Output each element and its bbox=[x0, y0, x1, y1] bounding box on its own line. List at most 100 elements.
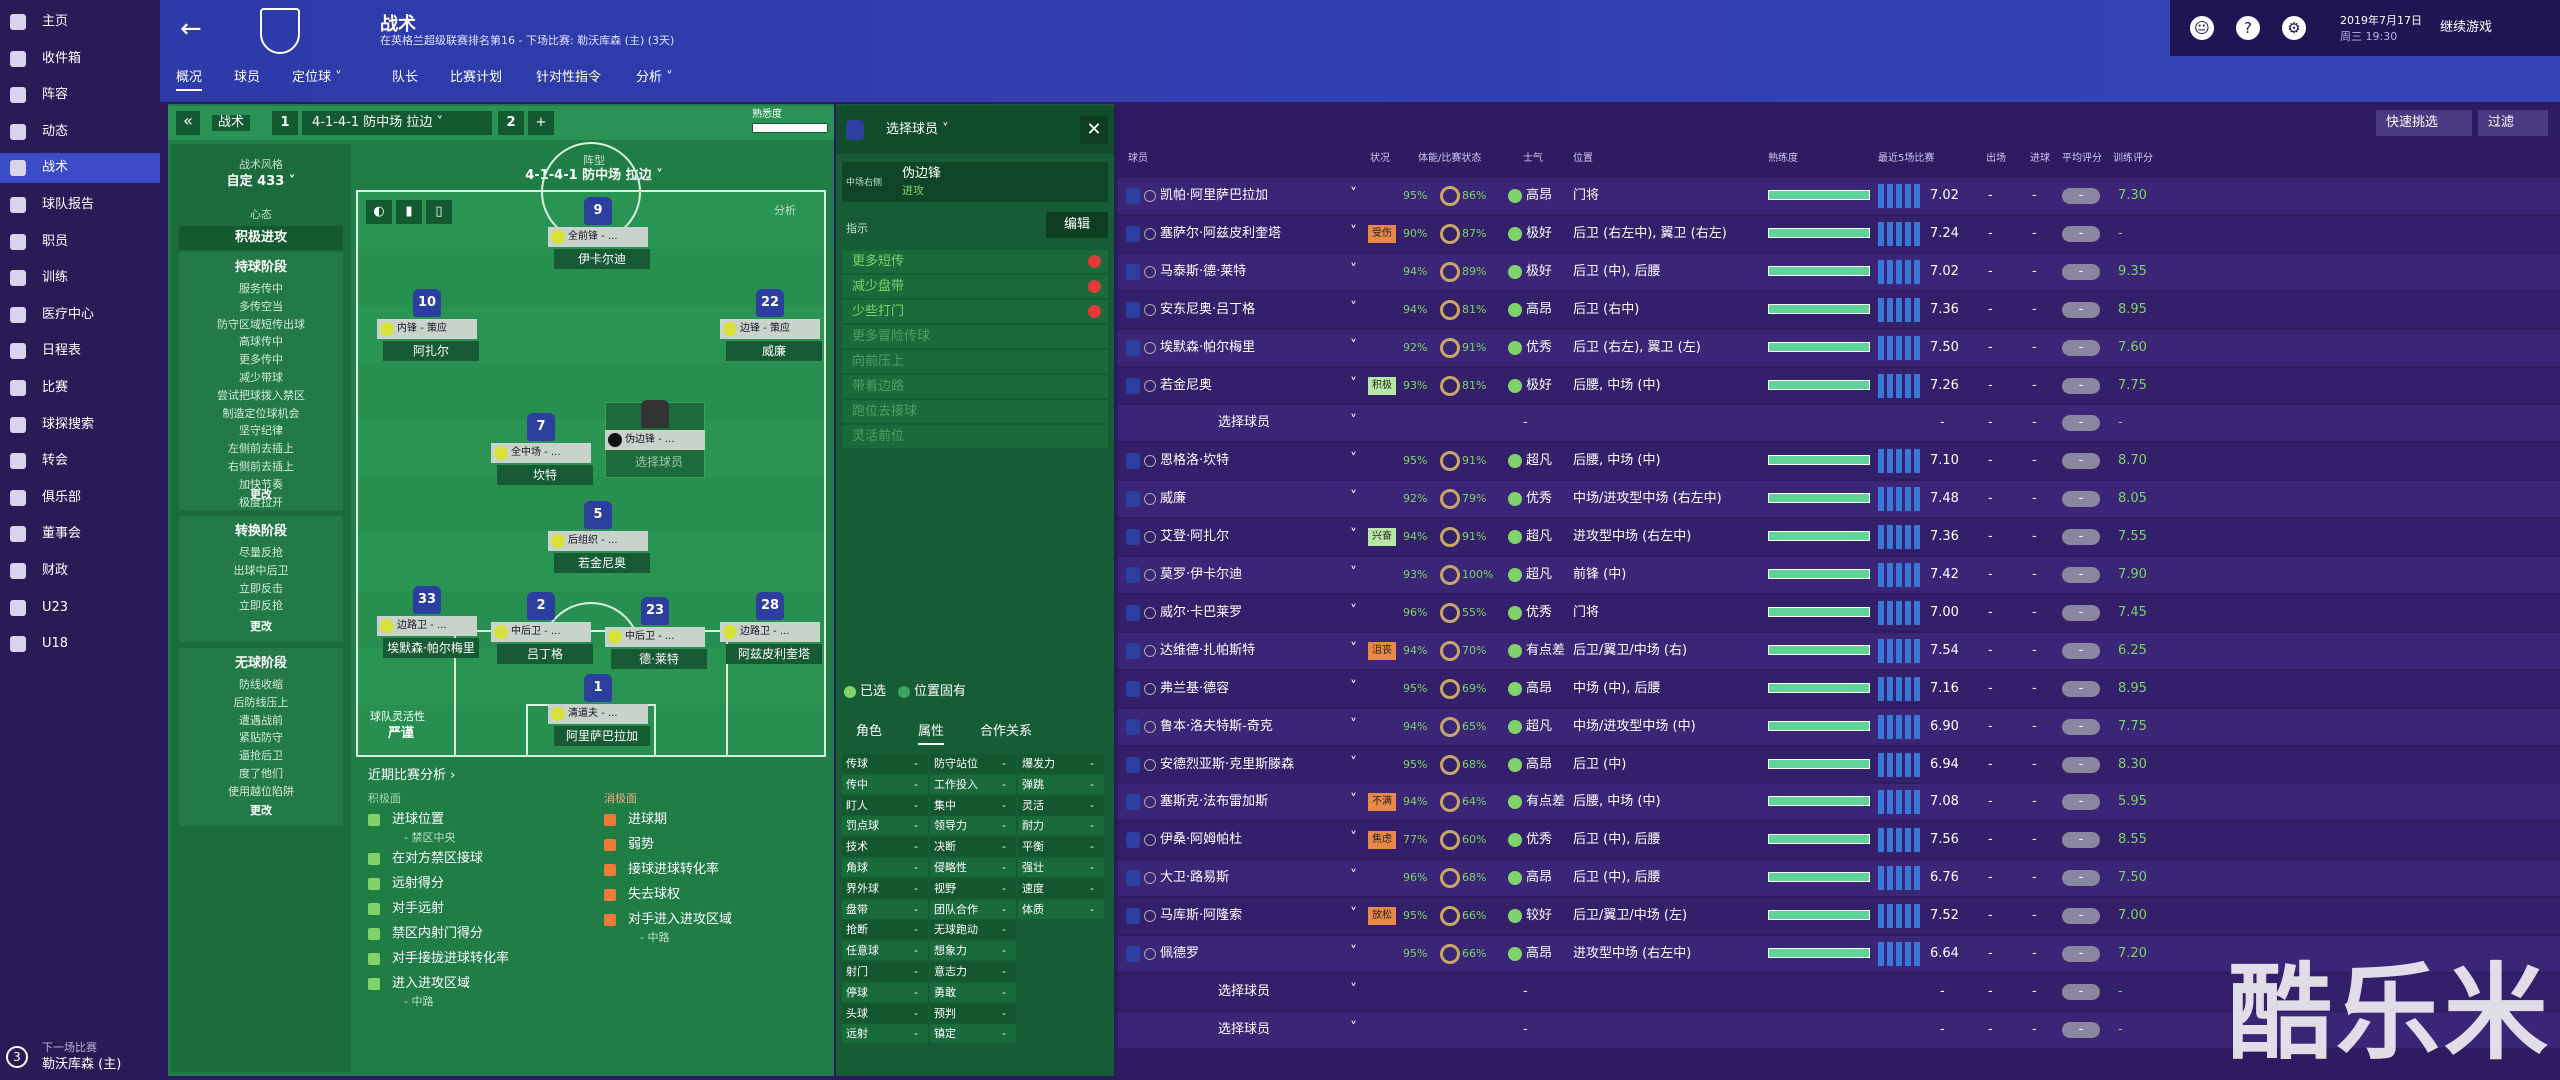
squad-row[interactable]: 马库斯·阿隆索 ˅ 放松 95% 66% 后卫/翼卫/中场 (左) 较好 7.52 - - - 7.0… bbox=[1118, 898, 2560, 935]
quick-pick[interactable]: 快速挑选 bbox=[2376, 110, 2472, 136]
player-name[interactable]: 阿兹皮利奎塔 bbox=[726, 644, 822, 664]
player-name[interactable]: 选择球员 bbox=[634, 455, 683, 469]
nav-item[interactable]: 俱乐部 bbox=[0, 483, 160, 513]
role-tab[interactable]: 属性 bbox=[918, 724, 945, 745]
nav-item[interactable]: 日程表 bbox=[0, 336, 160, 366]
squad-row[interactable]: 威尔·卡巴莱罗 ˅ 96% 55% 门将 优秀 7.00 - - - 7.45 bbox=[1118, 594, 2560, 631]
column-header[interactable]: 最近5场比赛 bbox=[1878, 153, 1935, 164]
player-shirt[interactable]: 5 bbox=[584, 501, 612, 529]
column-header[interactable]: 训练评分 bbox=[2113, 153, 2153, 164]
player-shirt[interactable]: 2 bbox=[527, 592, 555, 620]
player-name[interactable]: 德·莱特 bbox=[611, 649, 707, 669]
filter[interactable]: 过滤 bbox=[2478, 110, 2548, 136]
squad-row[interactable]: 鲁本·洛夫特斯-奇克 ˅ 94% 65% 中场/进攻型中场 (中) 超凡 6.90 - - - 7.… bbox=[1118, 708, 2560, 745]
squad-row[interactable]: 伊桑·阿姆帕杜 ˅ 焦虑 77% 60% 后卫 (中), 后腰 优秀 7.56 - - - 8.55 bbox=[1118, 822, 2560, 859]
instruction-remove[interactable] bbox=[1088, 305, 1101, 318]
player-name[interactable]: 吕丁格 bbox=[497, 644, 593, 664]
nav-item[interactable]: 主页 bbox=[0, 7, 160, 37]
column-header[interactable]: 状况 bbox=[1370, 153, 1390, 164]
squad-row[interactable]: 马泰斯·德·莱特 ˅ 94% 89% 后卫 (中), 后腰 极好 7.02 - - - 9.35 bbox=[1118, 253, 2560, 290]
column-header[interactable]: 体能/比赛状态 bbox=[1418, 153, 1482, 164]
top-icon[interactable]: ⚙ bbox=[2282, 16, 2306, 40]
player-role[interactable]: 全前锋 - ... bbox=[548, 227, 648, 247]
top-icon[interactable]: ? bbox=[2236, 16, 2260, 40]
column-header[interactable]: 进球 bbox=[2030, 153, 2050, 164]
player-role[interactable]: 内锋 - 策应 bbox=[377, 319, 477, 339]
nav-item[interactable]: U23 bbox=[0, 593, 160, 623]
squad-row[interactable]: 若金尼奥 ˅ 积极 93% 81% 后腰, 中场 (中) 极好 7.26 - - - 7.75 bbox=[1118, 367, 2560, 404]
back-arrow[interactable]: ← bbox=[180, 14, 202, 44]
squad-row[interactable]: 弗兰基·德容 ˅ 95% 69% 中场 (中), 后腰 高昂 7.16 - - - 8.95 bbox=[1118, 670, 2560, 707]
player-shirt[interactable]: 23 bbox=[641, 597, 669, 625]
player-name[interactable]: 阿扎尔 bbox=[383, 341, 479, 361]
header-tab[interactable]: 定位球 ˅ bbox=[292, 70, 342, 85]
player-role[interactable]: 中后卫 - ... bbox=[605, 627, 705, 647]
role-dropdown[interactable]: 中场右侧 伪边锋 进攻 bbox=[842, 162, 1108, 202]
header-tab[interactable]: 队长 bbox=[392, 70, 419, 85]
squad-row[interactable]: 凯帕·阿里萨巴拉加 ˅ 95% 86% 门将 高昂 7.02 - - - 7.30 bbox=[1118, 178, 2560, 214]
nav-item[interactable]: 比赛 bbox=[0, 373, 160, 403]
nav-item[interactable]: 训练 bbox=[0, 263, 160, 293]
player-role[interactable]: 全中场 - ... bbox=[491, 443, 591, 463]
nav-item[interactable]: 董事会 bbox=[0, 519, 160, 549]
column-header[interactable]: 平均评分 bbox=[2062, 153, 2102, 164]
role-tab[interactable]: 角色 bbox=[856, 724, 883, 739]
player-role[interactable]: 边锋 - 策应 bbox=[720, 319, 820, 339]
player-role[interactable]: 边路卫 - ... bbox=[377, 616, 477, 636]
player-role[interactable]: 中后卫 - ... bbox=[491, 622, 591, 642]
player-shirt[interactable]: 33 bbox=[413, 586, 441, 614]
top-icon[interactable]: 😐 bbox=[2190, 16, 2214, 40]
player-shirt[interactable]: 28 bbox=[756, 592, 784, 620]
player-shirt[interactable] bbox=[641, 400, 669, 428]
edit-button[interactable]: 编辑 bbox=[1046, 212, 1108, 238]
player-shirt[interactable]: 7 bbox=[527, 413, 555, 441]
header-tab[interactable]: 概况 bbox=[176, 70, 203, 91]
player-role[interactable]: 边路卫 - ... bbox=[720, 622, 820, 642]
nav-item[interactable]: 球探搜索 bbox=[0, 410, 160, 440]
analysis-toggle[interactable]: 分析 bbox=[774, 204, 796, 217]
role-tab[interactable]: 合作关系 bbox=[980, 724, 1033, 739]
header-tab[interactable]: 比赛计划 bbox=[450, 70, 503, 85]
style-value[interactable]: 自定 433 ˅ bbox=[226, 174, 296, 189]
close-button[interactable]: ✕ bbox=[1080, 116, 1108, 144]
phase-change[interactable]: 更改 bbox=[250, 804, 272, 817]
squad-row[interactable]: 选择球员 ˅ - - - - - - bbox=[1118, 405, 2560, 442]
player-name[interactable]: 伊卡尔迪 bbox=[554, 249, 650, 269]
pitch-tool[interactable]: ▮ bbox=[396, 200, 422, 224]
role-title[interactable]: 选择球员 ˅ bbox=[886, 122, 949, 137]
squad-row[interactable]: 大卫·路易斯 ˅ 96% 68% 后卫 (中), 后腰 高昂 6.76 - - - 7.50 bbox=[1118, 860, 2560, 897]
player-role[interactable]: 清道夫 - ... bbox=[548, 704, 648, 724]
nav-item[interactable]: 阵容 bbox=[0, 80, 160, 110]
nav-item[interactable]: 收件箱 bbox=[0, 44, 160, 74]
nav-item[interactable]: 战术 bbox=[0, 153, 160, 184]
pitch-tool[interactable]: ◐ bbox=[366, 200, 392, 224]
squad-row[interactable]: 莫罗·伊卡尔迪 ˅ 93% 100% 前锋 (中) 超凡 7.42 - - - 7.90 bbox=[1118, 557, 2560, 593]
squad-row[interactable]: 安东尼奥·吕丁格 ˅ 94% 81% 后卫 (右中) 高昂 7.36 - - - 8.95 bbox=[1118, 291, 2560, 328]
nav-item[interactable]: 医疗中心 bbox=[0, 300, 160, 330]
phase-change[interactable]: 更改 bbox=[250, 488, 272, 501]
player-shirt[interactable]: 10 bbox=[413, 289, 441, 317]
continue-button[interactable]: 继续游戏 bbox=[2440, 20, 2493, 35]
tactic-name[interactable]: 4-1-4-1 防中场 拉边 ˅ bbox=[302, 111, 492, 135]
nav-item[interactable]: 动态 bbox=[0, 117, 160, 147]
squad-row[interactable]: 威廉 ˅ 92% 79% 中场/进攻型中场 (右左中) 优秀 7.48 - - - 8.05 bbox=[1118, 481, 2560, 518]
mentality-value[interactable]: 积极进攻 bbox=[179, 226, 343, 250]
nav-item[interactable]: 转会 bbox=[0, 446, 160, 476]
squad-row[interactable]: 达维德·扎帕斯特 ˅ 沮丧 94% 70% 后卫/翼卫/中场 (右) 有点差 7.54 - - - 6… bbox=[1118, 632, 2560, 669]
column-header[interactable]: 位置 bbox=[1573, 153, 1593, 164]
instruction-remove[interactable] bbox=[1088, 255, 1101, 268]
header-tab[interactable]: 球员 bbox=[234, 70, 261, 85]
nav-item[interactable]: 球队报告 bbox=[0, 190, 160, 220]
column-header[interactable]: 熟练度 bbox=[1768, 153, 1798, 164]
player-shirt[interactable]: 1 bbox=[584, 674, 612, 702]
squad-row[interactable]: 埃默森·帕尔梅里 ˅ 92% 91% 后卫 (右左), 翼卫 (左) 优秀 7.50 - - - 7… bbox=[1118, 329, 2560, 366]
squad-row[interactable]: 恩格洛·坎特 ˅ 95% 91% 后腰, 中场 (中) 超凡 7.10 - - - 8.70 bbox=[1118, 443, 2560, 480]
squad-row[interactable]: 塞斯克·法布雷加斯 ˅ 不满 94% 64% 后腰, 中场 (中) 有点差 7.08 - - - 5.… bbox=[1118, 784, 2560, 821]
column-header[interactable]: 出场 bbox=[1986, 153, 2006, 164]
nav-item[interactable]: 财政 bbox=[0, 556, 160, 586]
nav-item[interactable]: 职员 bbox=[0, 227, 160, 257]
player-name[interactable]: 埃默森·帕尔梅里 bbox=[383, 638, 479, 658]
squad-row[interactable]: 艾登·阿扎尔 ˅ 兴奋 94% 91% 进攻型中场 (右左中) 超凡 7.36 - - - 7.55 bbox=[1118, 519, 2560, 556]
phase-change[interactable]: 更改 bbox=[250, 620, 272, 633]
column-header[interactable]: 士气 bbox=[1523, 153, 1543, 164]
